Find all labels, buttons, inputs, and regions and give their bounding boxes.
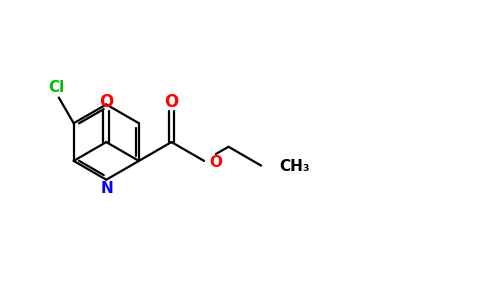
Text: O: O: [99, 93, 113, 111]
Text: O: O: [209, 155, 222, 170]
Text: Cl: Cl: [49, 80, 65, 95]
Text: CH₃: CH₃: [279, 159, 310, 174]
Text: N: N: [101, 181, 114, 196]
Text: O: O: [165, 93, 179, 111]
